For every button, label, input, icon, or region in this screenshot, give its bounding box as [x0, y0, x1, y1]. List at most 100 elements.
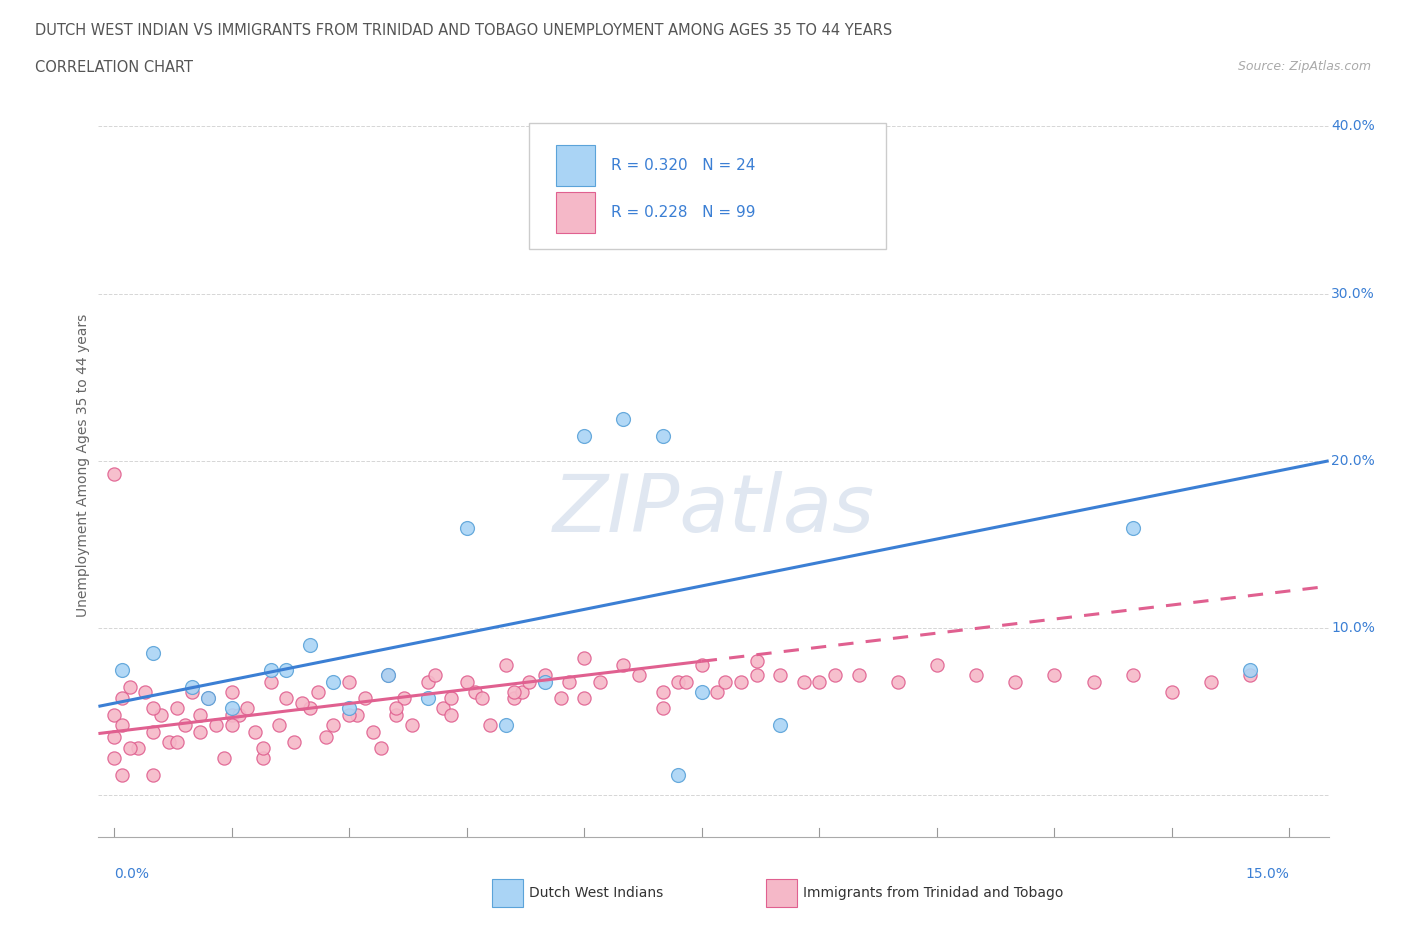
Point	[479, 718, 502, 733]
Point	[205, 718, 228, 733]
Point	[745, 654, 768, 669]
Text: R = 0.228   N = 99: R = 0.228 N = 99	[612, 205, 756, 219]
Point	[346, 708, 368, 723]
Text: DUTCH WEST INDIAN VS IMMIGRANTS FROM TRINIDAD AND TOBAGO UNEMPLOYMENT AMONG AGES: DUTCH WEST INDIAN VS IMMIGRANTS FROM TRI…	[35, 23, 893, 38]
Point	[502, 691, 524, 706]
Point	[456, 520, 478, 535]
Point	[111, 662, 134, 677]
Point	[142, 701, 165, 716]
Point	[276, 662, 298, 677]
Point	[730, 674, 752, 689]
Point	[495, 718, 517, 733]
Point	[267, 718, 290, 733]
Point	[651, 429, 673, 444]
Point	[118, 741, 141, 756]
Point	[111, 767, 134, 782]
Point	[252, 741, 274, 756]
Text: 10.0%: 10.0%	[1331, 621, 1375, 635]
Point	[1199, 674, 1222, 689]
Point	[416, 674, 439, 689]
Point	[612, 412, 634, 427]
Point	[173, 718, 195, 733]
Text: Dutch West Indians: Dutch West Indians	[529, 885, 662, 900]
Point	[221, 718, 243, 733]
Text: CORRELATION CHART: CORRELATION CHART	[35, 60, 193, 75]
Text: 30.0%: 30.0%	[1331, 286, 1375, 300]
Point	[464, 684, 486, 699]
Y-axis label: Unemployment Among Ages 35 to 44 years: Unemployment Among Ages 35 to 44 years	[76, 313, 90, 617]
Point	[118, 679, 141, 694]
Point	[197, 691, 219, 706]
Point	[385, 708, 408, 723]
Point	[1239, 662, 1261, 677]
Point	[142, 724, 165, 739]
Point	[1043, 668, 1066, 683]
Point	[157, 735, 180, 750]
Point	[574, 651, 596, 666]
Point	[416, 691, 439, 706]
Point	[1122, 520, 1144, 535]
Point	[166, 701, 188, 716]
Point	[769, 668, 792, 683]
FancyBboxPatch shape	[557, 192, 596, 232]
Point	[456, 674, 478, 689]
Point	[824, 668, 846, 683]
Point	[392, 691, 415, 706]
Point	[425, 668, 447, 683]
Point	[769, 718, 792, 733]
Point	[111, 718, 134, 733]
Point	[385, 701, 408, 716]
Point	[243, 724, 266, 739]
Point	[628, 668, 651, 683]
Point	[150, 708, 173, 723]
Point	[1004, 674, 1026, 689]
Point	[276, 691, 298, 706]
Point	[353, 691, 375, 706]
Point	[502, 684, 524, 699]
Point	[111, 691, 134, 706]
Point	[589, 674, 612, 689]
Point	[291, 696, 314, 711]
Point	[236, 701, 259, 716]
Point	[298, 701, 321, 716]
Point	[298, 637, 321, 652]
Point	[188, 708, 211, 723]
Point	[181, 684, 204, 699]
Point	[1083, 674, 1105, 689]
Point	[315, 729, 337, 744]
Point	[322, 674, 344, 689]
Point	[181, 679, 204, 694]
Point	[127, 741, 149, 756]
Point	[965, 668, 987, 683]
Point	[322, 718, 344, 733]
Point	[495, 658, 517, 672]
Point	[675, 674, 697, 689]
Point	[690, 658, 713, 672]
Point	[166, 735, 188, 750]
Point	[534, 668, 557, 683]
Point	[260, 674, 283, 689]
Point	[1161, 684, 1184, 699]
Point	[401, 718, 423, 733]
Point	[221, 701, 243, 716]
Text: 40.0%: 40.0%	[1331, 119, 1375, 133]
Text: 20.0%: 20.0%	[1331, 454, 1375, 468]
Point	[519, 674, 541, 689]
Point	[848, 668, 870, 683]
Point	[212, 751, 235, 766]
Point	[550, 691, 572, 706]
Point	[440, 691, 463, 706]
Point	[690, 684, 713, 699]
Point	[197, 691, 219, 706]
Point	[1122, 668, 1144, 683]
Text: 0.0%: 0.0%	[114, 867, 149, 881]
FancyBboxPatch shape	[529, 123, 886, 249]
Point	[361, 724, 384, 739]
Point	[260, 662, 283, 677]
Text: ZIPatlas: ZIPatlas	[553, 471, 875, 549]
Point	[793, 674, 815, 689]
Point	[337, 708, 360, 723]
Point	[714, 674, 737, 689]
Point	[557, 674, 579, 689]
Point	[432, 701, 454, 716]
